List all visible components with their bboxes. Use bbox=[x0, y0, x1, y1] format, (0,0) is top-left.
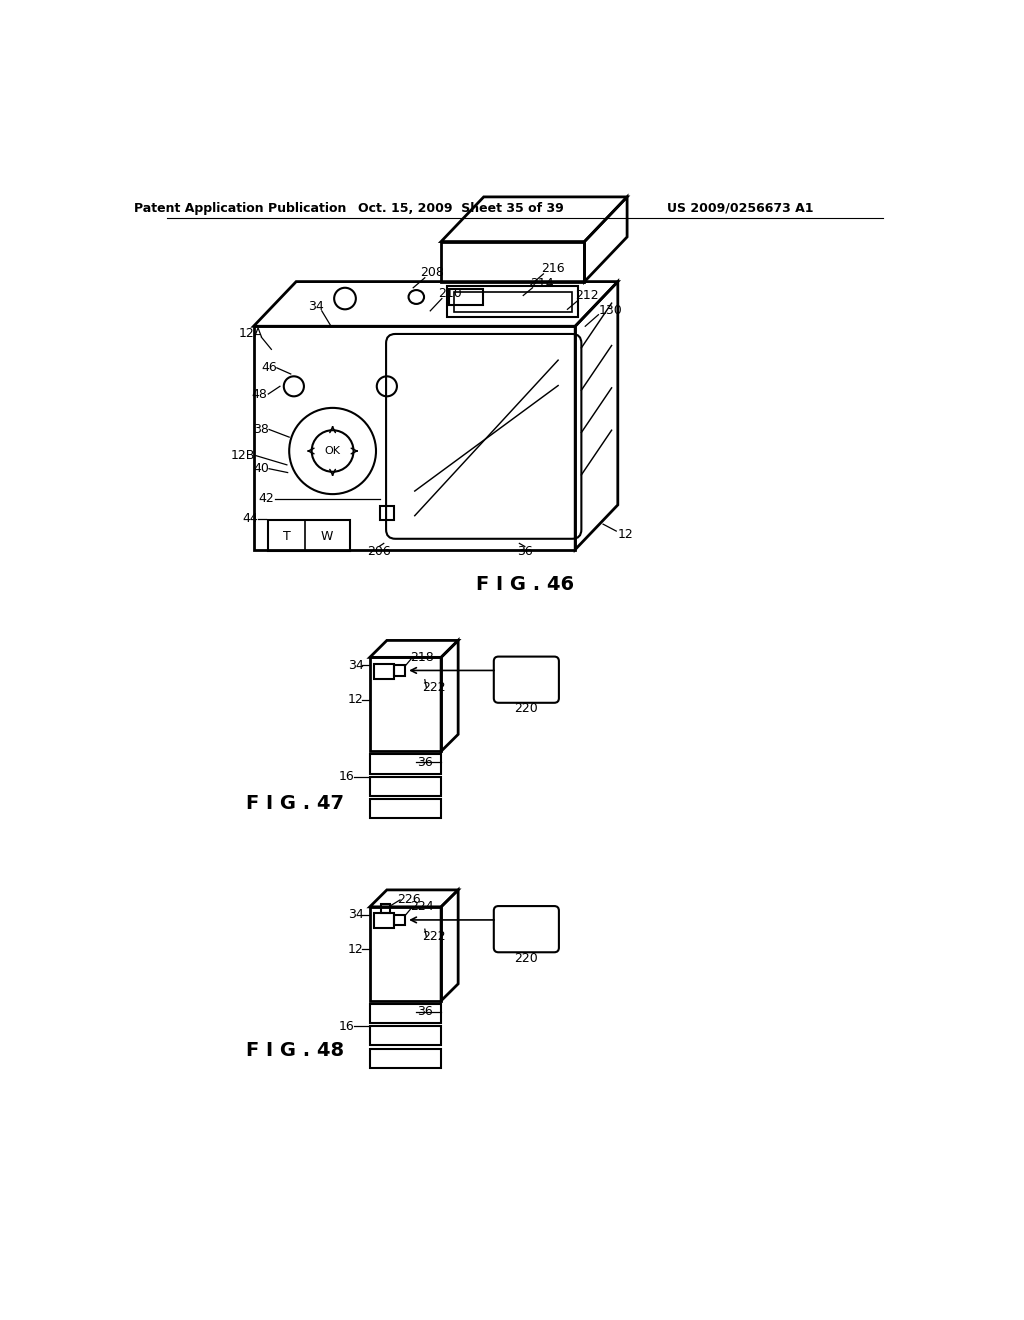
Text: 226: 226 bbox=[397, 894, 421, 907]
Text: W: W bbox=[321, 529, 334, 543]
Text: OK: OK bbox=[325, 446, 341, 455]
Text: 208: 208 bbox=[420, 265, 443, 279]
Text: 46: 46 bbox=[261, 362, 276, 375]
Text: T: T bbox=[283, 529, 291, 543]
Text: 34: 34 bbox=[307, 300, 324, 313]
Text: 212: 212 bbox=[575, 289, 599, 302]
Text: 12B: 12B bbox=[230, 449, 255, 462]
Text: Oct. 15, 2009  Sheet 35 of 39: Oct. 15, 2009 Sheet 35 of 39 bbox=[358, 202, 564, 215]
Text: 36: 36 bbox=[417, 755, 433, 768]
Text: 12A: 12A bbox=[239, 327, 262, 341]
Text: 12: 12 bbox=[348, 942, 364, 956]
Text: 44: 44 bbox=[243, 512, 258, 525]
Text: US 2009/0256673 A1: US 2009/0256673 A1 bbox=[667, 202, 813, 215]
Text: F I G . 47: F I G . 47 bbox=[246, 795, 344, 813]
Text: 48: 48 bbox=[252, 388, 267, 400]
Text: 210: 210 bbox=[437, 286, 462, 300]
Text: 206: 206 bbox=[368, 545, 391, 557]
Text: 222: 222 bbox=[422, 681, 445, 694]
Text: 130: 130 bbox=[598, 304, 622, 317]
Text: 12: 12 bbox=[348, 693, 364, 706]
Text: 36: 36 bbox=[417, 1005, 433, 1018]
Text: 220: 220 bbox=[514, 952, 539, 965]
Text: 34: 34 bbox=[348, 659, 364, 672]
Text: 16: 16 bbox=[339, 770, 354, 783]
Text: 42: 42 bbox=[258, 492, 273, 506]
Text: Patent Application Publication: Patent Application Publication bbox=[134, 202, 346, 215]
Text: 224: 224 bbox=[410, 900, 433, 913]
Text: 12: 12 bbox=[617, 528, 634, 541]
Text: 216: 216 bbox=[541, 261, 564, 275]
Text: 214: 214 bbox=[530, 277, 554, 289]
Text: F I G . 48: F I G . 48 bbox=[246, 1040, 344, 1060]
Text: 34: 34 bbox=[348, 908, 364, 921]
Text: 38: 38 bbox=[253, 422, 269, 436]
Text: F I G . 46: F I G . 46 bbox=[476, 576, 573, 594]
Text: 222: 222 bbox=[422, 931, 445, 944]
Text: 36: 36 bbox=[517, 545, 532, 557]
Text: 16: 16 bbox=[339, 1019, 354, 1032]
Text: 220: 220 bbox=[514, 702, 539, 715]
Text: 40: 40 bbox=[253, 462, 269, 475]
Text: 218: 218 bbox=[410, 651, 433, 664]
